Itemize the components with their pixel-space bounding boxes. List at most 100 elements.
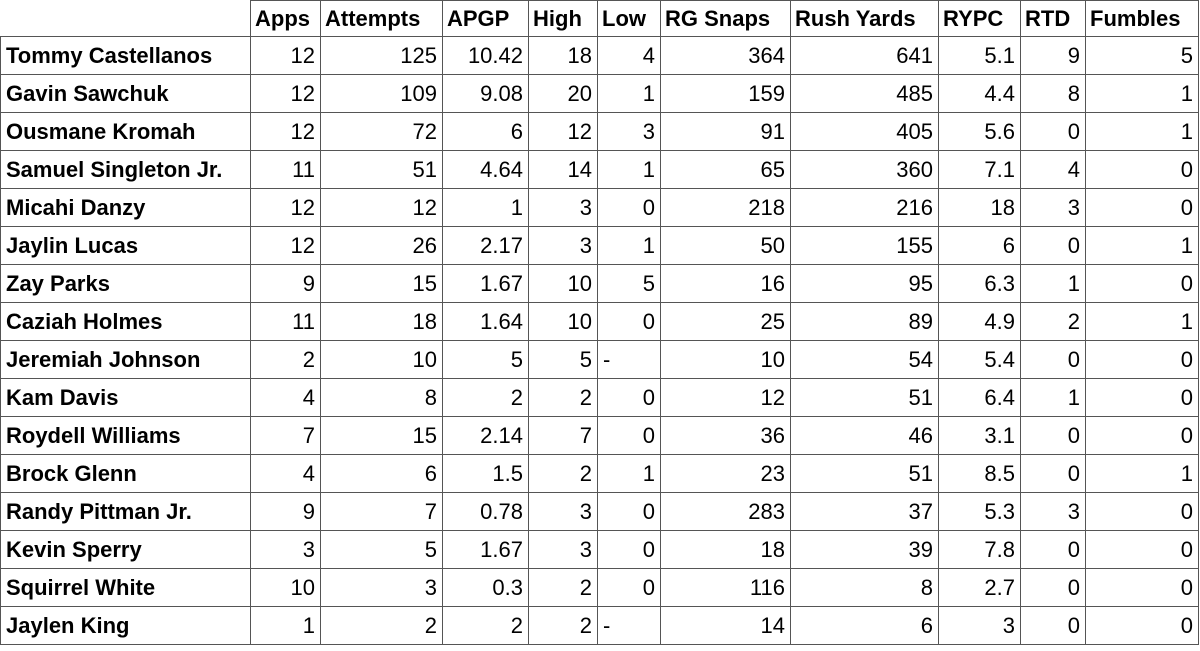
stat-cell: 1 xyxy=(597,454,661,493)
stat-cell: - xyxy=(597,606,661,645)
stat-cell: 3 xyxy=(528,492,598,531)
stat-cell: 1 xyxy=(597,226,661,265)
stat-cell: 11 xyxy=(250,302,321,341)
stat-cell: 65 xyxy=(660,150,791,189)
player-name: Ousmane Kromah xyxy=(0,112,251,151)
table-row: Jaylin Lucas 12 26 2.17 3 1 50 155 6 0 1 xyxy=(0,226,1199,265)
stat-cell: 0 xyxy=(597,492,661,531)
stat-cell: 10 xyxy=(528,302,598,341)
stat-cell: 1 xyxy=(1085,226,1199,265)
stat-cell: 26 xyxy=(320,226,443,265)
stat-cell: 89 xyxy=(790,302,939,341)
stat-cell: 1 xyxy=(597,74,661,113)
stat-cell: 15 xyxy=(320,416,443,455)
stat-cell: 18 xyxy=(528,36,598,75)
table-row: Tommy Castellanos 12 125 10.42 18 4 364 641 5.1 9… xyxy=(0,36,1199,75)
stat-cell: 0 xyxy=(597,530,661,569)
stat-cell: 283 xyxy=(660,492,791,531)
stat-cell: 1 xyxy=(1020,264,1086,303)
stat-cell: 20 xyxy=(528,74,598,113)
column-header: Rush Yards xyxy=(790,0,939,37)
stat-cell: 2 xyxy=(320,606,443,645)
stat-cell: 39 xyxy=(790,530,939,569)
stat-cell: 1.67 xyxy=(442,530,529,569)
stat-cell: 18 xyxy=(320,302,443,341)
stat-cell: 5 xyxy=(320,530,443,569)
column-header: RG Snaps xyxy=(660,0,791,37)
stat-cell: 1 xyxy=(442,188,529,227)
player-name: Samuel Singleton Jr. xyxy=(0,150,251,189)
stat-cell: 0 xyxy=(1085,530,1199,569)
stat-cell: 46 xyxy=(790,416,939,455)
stat-cell: 159 xyxy=(660,74,791,113)
stat-cell: 25 xyxy=(660,302,791,341)
table-row: Micahi Danzy 12 12 1 3 0 218 216 18 3 0 xyxy=(0,188,1199,227)
stat-cell: 6 xyxy=(320,454,443,493)
stat-cell: 0 xyxy=(597,188,661,227)
corner-cell xyxy=(0,0,251,37)
stat-cell: 0 xyxy=(1085,416,1199,455)
column-header: High xyxy=(528,0,598,37)
stat-cell: 6 xyxy=(790,606,939,645)
table-row: Jeremiah Johnson 2 10 5 5-10 54 5.4 0 0 xyxy=(0,340,1199,379)
stat-cell: 2 xyxy=(528,378,598,417)
stat-cell: 218 xyxy=(660,188,791,227)
stat-cell: 37 xyxy=(790,492,939,531)
column-header: RYPC xyxy=(938,0,1021,37)
table-row: Zay Parks 9 15 1.67 10 5 16 95 6.3 1 0 xyxy=(0,264,1199,303)
stat-cell: 4.9 xyxy=(938,302,1021,341)
stat-cell: 10 xyxy=(660,340,791,379)
player-name: Kam Davis xyxy=(0,378,251,417)
stat-cell: 0 xyxy=(1020,416,1086,455)
stat-cell: 109 xyxy=(320,74,443,113)
stat-cell: 1 xyxy=(1085,302,1199,341)
stat-cell: 3 xyxy=(528,226,598,265)
player-name: Caziah Holmes xyxy=(0,302,251,341)
stat-cell: 95 xyxy=(790,264,939,303)
stat-cell: 7 xyxy=(528,416,598,455)
table-row: Jaylen King 1 2 2 2-14 6 3 0 0 xyxy=(0,606,1199,645)
stat-cell: 12 xyxy=(528,112,598,151)
stat-cell: 51 xyxy=(320,150,443,189)
stat-cell: 23 xyxy=(660,454,791,493)
header-row: Apps Attempts APGP High Low RG Snaps Rush Yard… xyxy=(0,0,1199,37)
stat-cell: 1 xyxy=(1085,454,1199,493)
stat-cell: 36 xyxy=(660,416,791,455)
stat-cell: 6.4 xyxy=(938,378,1021,417)
stat-cell: 216 xyxy=(790,188,939,227)
stat-cell: 0.78 xyxy=(442,492,529,531)
stat-cell: 16 xyxy=(660,264,791,303)
stat-cell: 0 xyxy=(1085,606,1199,645)
player-name: Randy Pittman Jr. xyxy=(0,492,251,531)
table-row: Caziah Holmes 11 18 1.64 10 0 25 89 4.9 2 1 xyxy=(0,302,1199,341)
column-header: RTD xyxy=(1020,0,1086,37)
stat-cell: 4 xyxy=(1020,150,1086,189)
stat-cell: 3 xyxy=(320,568,443,607)
stat-cell: 14 xyxy=(660,606,791,645)
stat-cell: 12 xyxy=(250,226,321,265)
player-name: Gavin Sawchuk xyxy=(0,74,251,113)
stat-cell: 0.3 xyxy=(442,568,529,607)
stat-cell: 641 xyxy=(790,36,939,75)
stat-cell: 15 xyxy=(320,264,443,303)
stat-cell: 2 xyxy=(528,454,598,493)
table-row: Kevin Sperry 3 5 1.67 3 0 18 39 7.8 0 0 xyxy=(0,530,1199,569)
column-header: Attempts xyxy=(320,0,443,37)
stat-cell: 8 xyxy=(1020,74,1086,113)
stat-cell: 11 xyxy=(250,150,321,189)
stat-cell: 2 xyxy=(250,340,321,379)
table-row: Kam Davis 4 8 2 2 0 12 51 6.4 1 0 xyxy=(0,378,1199,417)
column-header: Low xyxy=(597,0,661,37)
player-name: Jeremiah Johnson xyxy=(0,340,251,379)
stat-cell: 0 xyxy=(1085,340,1199,379)
stat-cell: 12 xyxy=(250,188,321,227)
stat-cell: 0 xyxy=(1085,568,1199,607)
stat-cell: 3 xyxy=(938,606,1021,645)
stat-cell: 3 xyxy=(1020,492,1086,531)
player-name: Kevin Sperry xyxy=(0,530,251,569)
stat-cell: 0 xyxy=(1085,188,1199,227)
stat-cell: 125 xyxy=(320,36,443,75)
stat-cell: 12 xyxy=(250,36,321,75)
stat-cell: 2 xyxy=(528,568,598,607)
